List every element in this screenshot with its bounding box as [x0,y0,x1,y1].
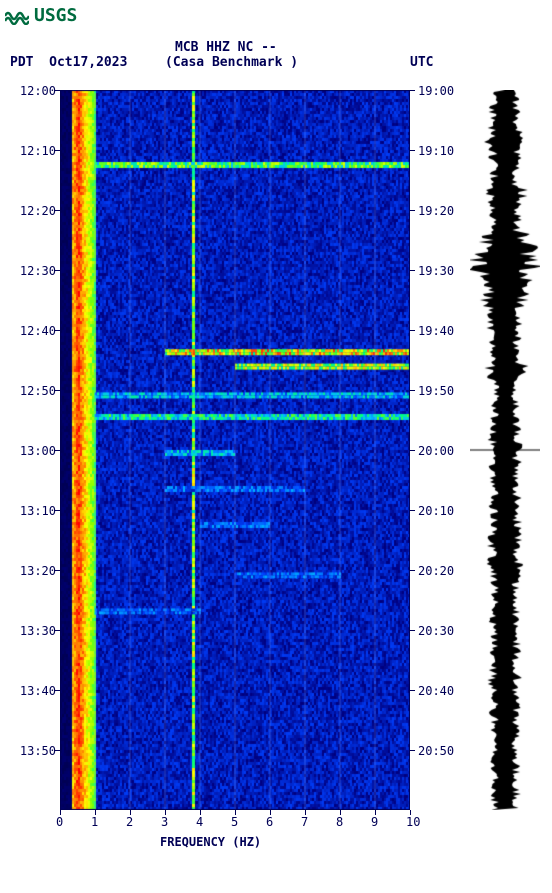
y-left-tick: 13:50 [20,744,56,758]
spectrogram-plot [60,90,410,810]
right-tz-label: UTC [410,55,433,70]
y-right-tick: 19:50 [418,384,454,398]
y-right-tick: 20:20 [418,564,454,578]
y-left-tick: 12:50 [20,384,56,398]
y-left-tick: 12:00 [20,84,56,98]
page: USGS MCB HHZ NC -- (Casa Benchmark ) PDT… [0,0,552,893]
y-right-tick: 20:00 [418,444,454,458]
y-right-tick: 20:40 [418,684,454,698]
logo-text: USGS [34,5,77,26]
y-right-tick: 19:10 [418,144,454,158]
x-tick: 10 [406,815,420,829]
y-left-tick: 12:40 [20,324,56,338]
y-left-tick: 12:30 [20,264,56,278]
x-tick: 1 [91,815,98,829]
x-tick: 7 [301,815,308,829]
wave-icon [5,7,29,25]
y-left-tick: 13:30 [20,624,56,638]
y-left-tick: 13:40 [20,684,56,698]
x-tick: 4 [196,815,203,829]
y-left-tick: 13:10 [20,504,56,518]
y-right-tick: 19:30 [418,264,454,278]
x-tick: 9 [371,815,378,829]
waveform-plot [470,90,540,810]
station-title: MCB HHZ NC -- [175,40,277,55]
y-right-tick: 20:10 [418,504,454,518]
y-left-tick: 13:20 [20,564,56,578]
usgs-logo: USGS [5,5,77,26]
x-tick: 8 [336,815,343,829]
y-right-tick: 19:00 [418,84,454,98]
y-right-tick: 20:50 [418,744,454,758]
y-right-tick: 20:30 [418,624,454,638]
station-subtitle: (Casa Benchmark ) [165,55,298,70]
y-right-tick: 19:20 [418,204,454,218]
x-tick: 3 [161,815,168,829]
x-tick: 2 [126,815,133,829]
y-left-tick: 13:00 [20,444,56,458]
x-axis-label: FREQUENCY (HZ) [160,835,261,849]
x-tick: 0 [56,815,63,829]
left-tz-label: PDT Oct17,2023 [10,55,127,70]
y-right-tick: 19:40 [418,324,454,338]
y-left-tick: 12:20 [20,204,56,218]
x-tick: 5 [231,815,238,829]
x-tick: 6 [266,815,273,829]
y-left-tick: 12:10 [20,144,56,158]
